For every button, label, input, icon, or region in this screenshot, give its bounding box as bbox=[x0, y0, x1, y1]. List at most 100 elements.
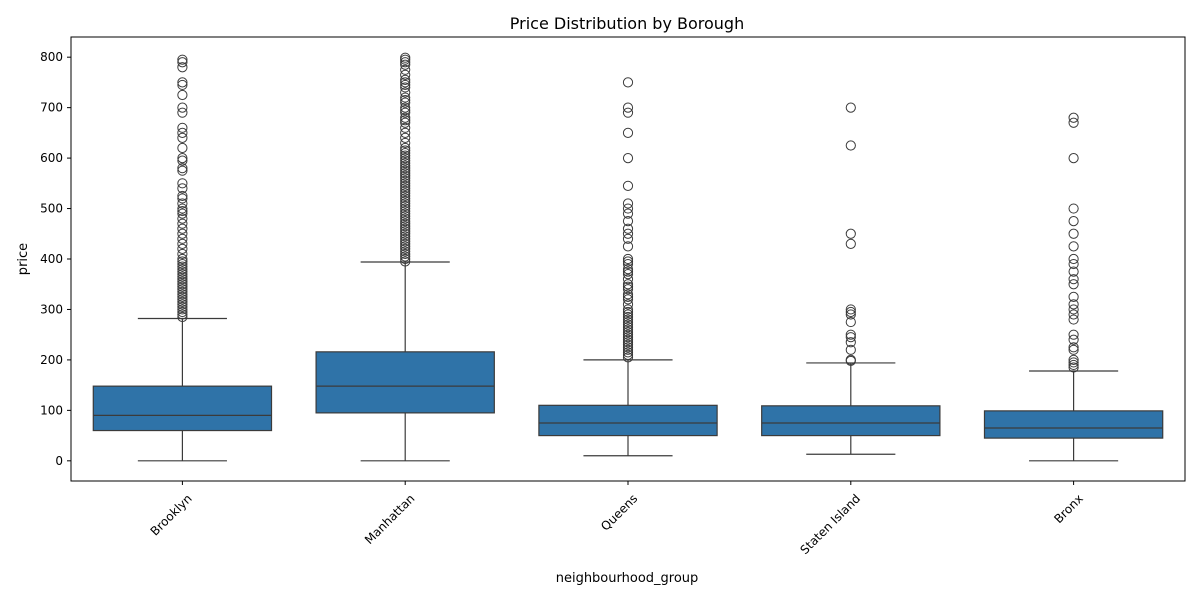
outlier-point bbox=[622, 322, 634, 333]
outlier-point bbox=[177, 163, 188, 174]
outlier-point bbox=[400, 190, 411, 202]
outlier-point bbox=[1068, 203, 1079, 214]
outlier-point bbox=[400, 175, 411, 186]
outlier-point bbox=[177, 261, 188, 272]
outlier-point bbox=[177, 243, 188, 255]
y-tick-label: 600 bbox=[40, 151, 63, 165]
outlier-point bbox=[622, 180, 634, 191]
outlier-point bbox=[400, 122, 411, 133]
outlier-point bbox=[400, 256, 411, 267]
outlier-point bbox=[400, 216, 411, 227]
outlier-point bbox=[400, 150, 411, 161]
outlier-point bbox=[400, 195, 411, 207]
outlier-point bbox=[177, 132, 188, 144]
outlier-point bbox=[400, 69, 411, 80]
outlier-point bbox=[400, 74, 411, 85]
outlier-point bbox=[400, 223, 411, 234]
outlier-point bbox=[177, 274, 188, 285]
outlier-point bbox=[622, 347, 634, 358]
outlier-point bbox=[845, 354, 856, 366]
outlier-point bbox=[177, 213, 188, 224]
outlier-point bbox=[622, 352, 634, 363]
outlier-point bbox=[177, 296, 188, 307]
outlier-point bbox=[1068, 241, 1079, 252]
outlier-point bbox=[400, 203, 411, 214]
box-iqr bbox=[983, 410, 1164, 439]
outlier-point bbox=[177, 223, 188, 234]
outlier-point bbox=[622, 258, 634, 270]
outlier-point bbox=[400, 168, 411, 179]
outlier-point bbox=[177, 266, 188, 277]
outlier-point bbox=[400, 142, 411, 154]
outlier-point bbox=[845, 102, 856, 113]
outlier-point bbox=[400, 115, 411, 126]
y-axis: 0 100 200 300 400 500 600 700 800 bbox=[40, 50, 71, 468]
outlier-point bbox=[177, 62, 188, 73]
outlier-point bbox=[400, 228, 411, 239]
y-tick-label: 500 bbox=[40, 202, 63, 216]
outlier-point bbox=[1068, 274, 1079, 285]
outlier-point bbox=[622, 337, 634, 348]
outlier-point bbox=[622, 266, 634, 277]
box-iqr bbox=[538, 404, 718, 437]
outlier-point bbox=[177, 291, 188, 302]
outlier-point bbox=[622, 279, 634, 290]
outlier-point bbox=[400, 152, 411, 164]
x-tick-label: Queens bbox=[598, 491, 640, 533]
outlier-point bbox=[1068, 228, 1079, 239]
outlier-point bbox=[622, 299, 634, 310]
outlier-point bbox=[177, 178, 188, 189]
outlier-point bbox=[400, 145, 411, 156]
outlier-point bbox=[177, 284, 188, 295]
outlier-point bbox=[177, 208, 188, 219]
y-tick-label: 800 bbox=[40, 50, 63, 64]
outlier-point bbox=[177, 306, 188, 318]
outlier-point bbox=[622, 102, 634, 113]
outlier-point bbox=[1068, 266, 1079, 277]
outlier-point bbox=[622, 152, 634, 164]
outlier-point bbox=[845, 228, 856, 239]
outlier-point bbox=[622, 233, 634, 244]
outlier-point bbox=[622, 289, 634, 300]
outlier-point bbox=[400, 198, 411, 209]
outlier-point bbox=[177, 309, 188, 320]
outlier-point bbox=[845, 140, 856, 151]
outlier-point bbox=[400, 218, 411, 229]
outlier-point bbox=[845, 337, 856, 348]
y-tick-label: 200 bbox=[40, 353, 63, 367]
outlier-point bbox=[1068, 314, 1079, 325]
outlier-point bbox=[400, 248, 411, 260]
outlier-point bbox=[400, 241, 411, 252]
outlier-point bbox=[1068, 291, 1079, 302]
outlier-point bbox=[1068, 344, 1079, 355]
outlier-point bbox=[622, 228, 634, 239]
outlier-point bbox=[177, 205, 188, 217]
outlier-point bbox=[845, 316, 856, 328]
outlier-point bbox=[1068, 299, 1079, 310]
outlier-point bbox=[1068, 362, 1079, 373]
outlier-point bbox=[1068, 279, 1079, 290]
outlier-point bbox=[177, 238, 188, 249]
outlier-point bbox=[622, 274, 634, 285]
outlier-point bbox=[400, 52, 411, 63]
outlier-point bbox=[177, 304, 188, 315]
outlier-point bbox=[622, 256, 634, 267]
outlier-point bbox=[400, 117, 411, 128]
outlier-point bbox=[400, 160, 411, 171]
outlier-point bbox=[400, 246, 411, 257]
outlier-point bbox=[177, 253, 188, 265]
outlier-point bbox=[1068, 152, 1079, 164]
outlier-point bbox=[400, 253, 411, 265]
outlier-point bbox=[845, 238, 856, 249]
outlier-point bbox=[400, 183, 411, 194]
y-tick-label: 700 bbox=[40, 101, 63, 115]
outlier-point bbox=[622, 127, 634, 138]
outlier-point bbox=[622, 324, 634, 335]
outlier-point bbox=[622, 334, 634, 345]
outlier-point bbox=[622, 344, 634, 355]
box-group-queens bbox=[538, 77, 718, 457]
outlier-point bbox=[622, 281, 634, 292]
outlier-point bbox=[177, 279, 188, 290]
outlier-point bbox=[400, 231, 411, 242]
outlier-point bbox=[177, 281, 188, 292]
